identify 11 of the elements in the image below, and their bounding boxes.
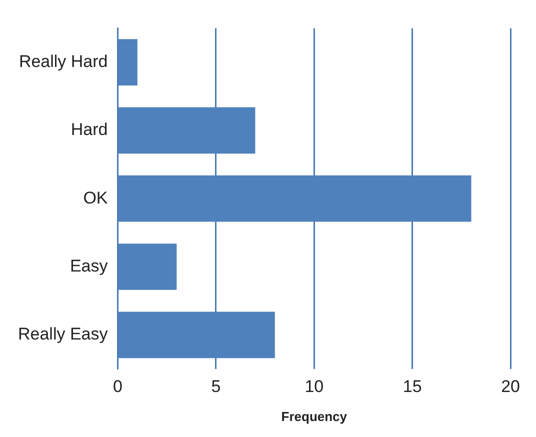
x-tick-label: 0 (113, 376, 122, 396)
y-tick-label: Easy (70, 256, 108, 276)
y-tick-label: Really Hard (18, 52, 108, 71)
y-tick-label: Hard (70, 120, 108, 140)
x-tick-label: 20 (501, 376, 520, 396)
x-axis-title: Frequency (281, 408, 348, 424)
y-tick-label: Really Easy (18, 324, 108, 344)
x-tick-label: 5 (211, 376, 221, 396)
y-tick-label: OK (83, 188, 108, 208)
x-tick-label: 15 (402, 376, 422, 396)
x-tick-label: 10 (304, 376, 324, 396)
